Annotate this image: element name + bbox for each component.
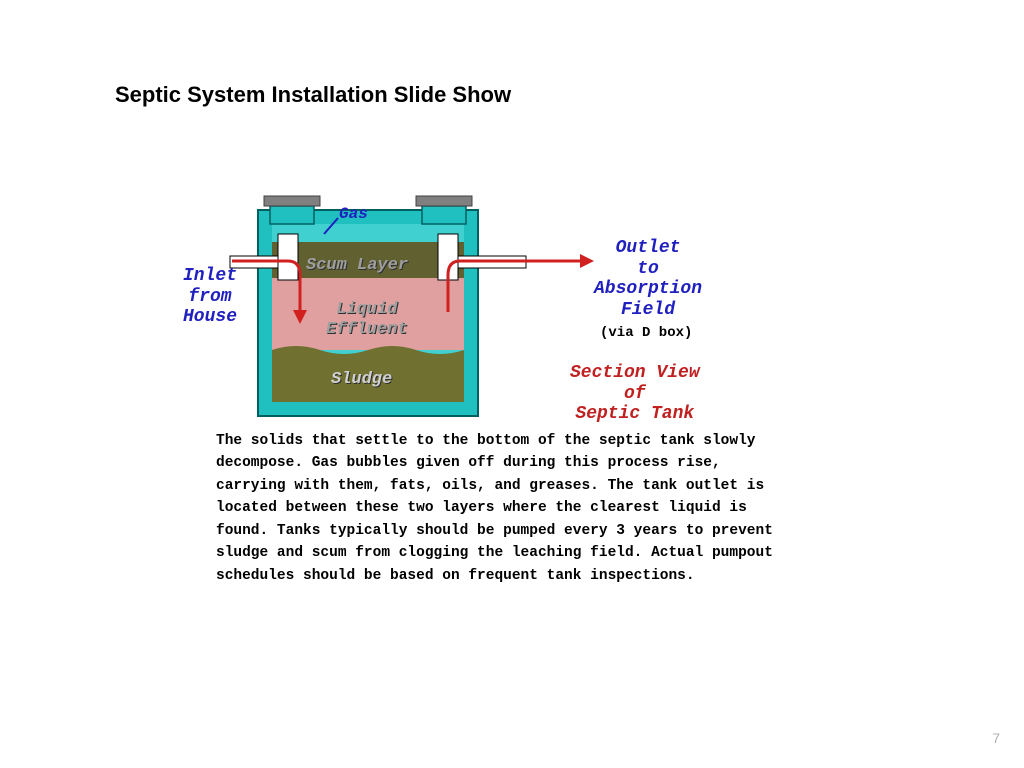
neck-left xyxy=(270,206,314,224)
scum-layer-label: Scum Layer xyxy=(306,256,408,276)
septic-tank-diagram xyxy=(0,0,1024,768)
description-text: The solids that settle to the bottom of … xyxy=(216,430,776,587)
sludge-label: Sludge xyxy=(331,370,392,390)
outlet-label: Outlet to Absorption Field xyxy=(594,238,702,321)
outlet-arrow-head xyxy=(580,254,594,268)
baffle-left xyxy=(278,234,298,280)
section-view-label: Section View of Septic Tank xyxy=(570,363,700,425)
gas-label: Gas xyxy=(339,205,368,223)
page-number: 7 xyxy=(992,730,1000,746)
lid-left xyxy=(264,196,320,206)
via-label: (via D box) xyxy=(600,325,692,341)
lid-right xyxy=(416,196,472,206)
inlet-label: Inlet from House xyxy=(183,266,237,328)
liquid-effluent-label: Liquid Effluent xyxy=(326,300,408,339)
neck-right xyxy=(422,206,466,224)
